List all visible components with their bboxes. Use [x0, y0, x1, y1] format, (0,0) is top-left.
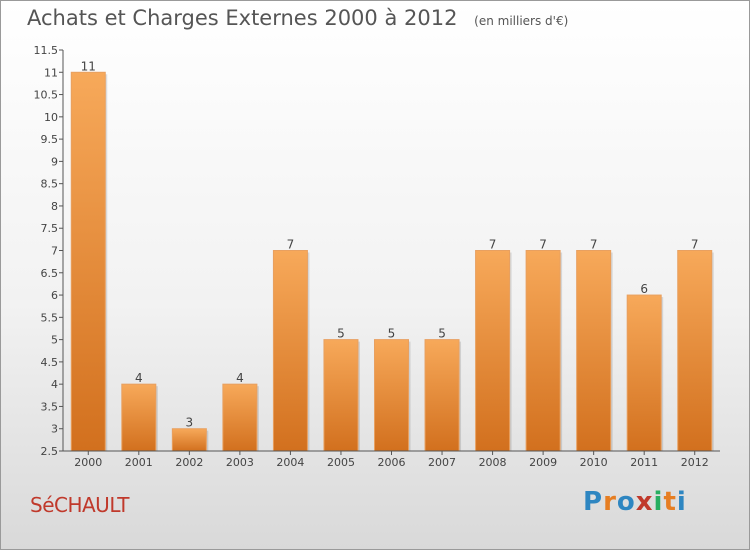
bar-value-label: 5: [388, 327, 396, 341]
logo-letter: i: [653, 487, 664, 517]
bar: [475, 250, 511, 452]
x-tick-label: 2011: [630, 456, 658, 469]
bar: [525, 250, 561, 452]
y-tick-label: 6: [51, 289, 58, 302]
bar: [576, 250, 612, 452]
y-tick-label: 10.5: [34, 89, 59, 102]
logo-letter: o: [616, 487, 636, 517]
bar: [677, 250, 713, 452]
x-tick-label: 2006: [378, 456, 406, 469]
bar: [424, 339, 460, 452]
bar-value-label: 5: [438, 327, 446, 341]
y-tick-label: 8.5: [41, 178, 59, 191]
x-tick-label: 2000: [74, 456, 102, 469]
logo-letter: P: [583, 487, 604, 517]
bar: [171, 428, 207, 452]
y-tick-label: 4: [51, 378, 58, 391]
bar-value-label: 3: [186, 416, 194, 430]
bar-value-label: 4: [236, 371, 244, 385]
logo-letter: t: [663, 487, 677, 517]
x-tick-label: 2008: [479, 456, 507, 469]
bar-value-label: 7: [489, 238, 497, 252]
y-tick-label: 8: [51, 200, 58, 213]
x-tick-label: 2007: [428, 456, 456, 469]
x-tick-label: 2001: [125, 456, 153, 469]
bar: [121, 383, 157, 452]
bar: [70, 71, 106, 452]
bar-value-label: 11: [81, 59, 96, 73]
x-tick-label: 2010: [580, 456, 608, 469]
logo-letter: x: [635, 487, 654, 517]
y-tick-label: 10: [44, 111, 58, 124]
bar-value-label: 5: [337, 327, 345, 341]
bar: [272, 250, 308, 452]
y-tick-label: 3: [51, 423, 58, 436]
bar: [626, 294, 662, 452]
x-tick-label: 2012: [681, 456, 709, 469]
x-tick-label: 2002: [175, 456, 203, 469]
chart-title: Achats et Charges Externes 2000 à 2012 (…: [27, 6, 568, 30]
y-tick-label: 11.5: [34, 44, 59, 57]
y-tick-label: 9: [51, 155, 58, 168]
bar: [222, 383, 258, 452]
x-tick-label: 2003: [226, 456, 254, 469]
commune-name: SéCHAULT: [30, 493, 129, 517]
bar-value-label: 7: [287, 238, 295, 252]
y-tick-label: 5.5: [41, 311, 59, 324]
bar-value-label: 4: [135, 371, 143, 385]
y-tick-label: 4.5: [41, 356, 59, 369]
y-tick-label: 5: [51, 334, 58, 347]
logo-letter: i: [676, 487, 687, 517]
bar-value-label: 6: [640, 282, 648, 296]
y-tick-label: 3.5: [41, 400, 59, 413]
y-tick-label: 7: [51, 245, 58, 258]
proxiti-logo: Proxiti: [583, 487, 687, 517]
logo-letter: r: [603, 487, 617, 517]
x-tick-label: 2004: [276, 456, 304, 469]
y-tick-label: 7.5: [41, 222, 59, 235]
title-text: Achats et Charges Externes 2000 à 2012: [27, 6, 458, 30]
y-tick-label: 6.5: [41, 267, 59, 280]
x-tick-label: 2009: [529, 456, 557, 469]
title-unit: (en milliers d'€): [474, 14, 569, 28]
bar-value-label: 7: [590, 238, 598, 252]
bar: [374, 339, 409, 452]
x-tick-label: 2005: [327, 456, 355, 469]
y-tick-label: 9.5: [41, 133, 59, 146]
y-tick-label: 2.5: [41, 445, 59, 458]
bar-value-label: 7: [539, 238, 547, 252]
bar: [323, 339, 359, 452]
y-tick-label: 11: [44, 66, 58, 79]
bar-value-label: 7: [691, 238, 699, 252]
